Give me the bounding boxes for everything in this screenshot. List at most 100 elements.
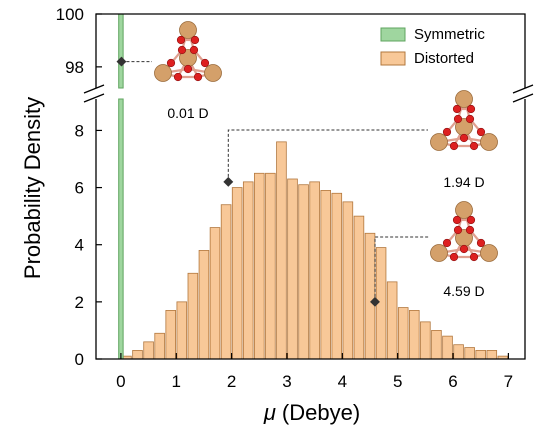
x-tick-label: 7 bbox=[504, 372, 513, 391]
y-tick-label: 2 bbox=[75, 293, 84, 312]
distorted-bar bbox=[220, 204, 232, 360]
distorted-bar bbox=[143, 341, 154, 360]
oxygen-atom bbox=[459, 244, 469, 254]
distorted-bar bbox=[475, 350, 486, 360]
dipole-label: 4.59 D bbox=[443, 283, 484, 299]
plot-frame bbox=[82, 13, 539, 360]
oxygen-atom bbox=[459, 133, 469, 143]
legend: Symmetric Distorted bbox=[380, 26, 485, 67]
oxygen-atom bbox=[476, 127, 486, 137]
axis-break-mark bbox=[512, 84, 534, 94]
distorted-bar bbox=[331, 192, 343, 360]
oxygen-atom bbox=[465, 114, 475, 124]
distorted-bar bbox=[464, 347, 475, 360]
x-tick-label: 6 bbox=[448, 372, 457, 391]
axis-break-mark bbox=[512, 93, 534, 103]
molecule-insets: 0.01 D 1.94 D 4.59 D bbox=[116, 21, 498, 307]
oxygen-atom bbox=[200, 58, 210, 68]
oxygen-atom bbox=[189, 45, 199, 55]
distorted-bar bbox=[442, 335, 453, 360]
legend-swatch-symmetric bbox=[380, 27, 406, 42]
distorted-bar bbox=[409, 310, 420, 360]
legend-label-distorted: Distorted bbox=[414, 50, 474, 67]
leader-line bbox=[374, 236, 430, 297]
x-axis-symbol: μ bbox=[263, 400, 276, 425]
y-tick-label: 100 bbox=[56, 5, 84, 24]
axis-break-mark bbox=[83, 93, 105, 103]
oxygen-atom bbox=[173, 72, 183, 82]
x-tick-label: 1 bbox=[172, 372, 181, 391]
oxygen-atom bbox=[193, 72, 203, 82]
distorted-bar bbox=[176, 301, 188, 360]
data-marker bbox=[370, 296, 380, 307]
oxygen-atom bbox=[453, 114, 463, 124]
metal-atom bbox=[455, 90, 473, 108]
y-tick-label: 4 bbox=[75, 236, 84, 255]
x-tick-label: 0 bbox=[116, 372, 125, 391]
leader-line bbox=[227, 129, 428, 177]
oxygen-atom bbox=[442, 238, 452, 248]
metal-atom bbox=[204, 64, 222, 82]
dipole-label: 1.94 D bbox=[443, 174, 484, 190]
distorted-bar bbox=[353, 215, 365, 360]
y-tick-label: 6 bbox=[75, 179, 84, 198]
x-tick-label: 5 bbox=[393, 372, 402, 391]
distorted-bar bbox=[132, 350, 143, 360]
oxygen-atom bbox=[190, 35, 200, 45]
distorted-bar bbox=[298, 184, 309, 360]
molecule-structure bbox=[154, 21, 222, 82]
oxygen-atom bbox=[466, 104, 476, 114]
legend-swatch-distorted bbox=[380, 51, 406, 66]
y-tick-label: 0 bbox=[75, 350, 84, 369]
distorted-bar bbox=[231, 187, 243, 360]
upper-frame bbox=[95, 13, 526, 88]
distorted-bar bbox=[165, 310, 177, 360]
metal-atom bbox=[455, 201, 473, 219]
y-tick-label: 8 bbox=[75, 121, 84, 140]
distorted-bar bbox=[397, 307, 409, 360]
distorted-bar bbox=[364, 232, 376, 360]
oxygen-atom bbox=[177, 45, 187, 55]
oxygen-atom bbox=[176, 35, 186, 45]
distorted-bar bbox=[342, 201, 354, 360]
metal-atom bbox=[480, 244, 498, 262]
oxygen-atom bbox=[183, 64, 193, 74]
axis-ticks: 0 1 2 3 4 5 6 7 0 2 4 6 8 98 100 bbox=[56, 5, 514, 391]
oxygen-atom bbox=[469, 141, 479, 151]
y-tick-label: 98 bbox=[65, 58, 84, 77]
x-axis-label: μ (Debye) bbox=[263, 400, 360, 425]
oxygen-atom bbox=[442, 127, 452, 137]
axis-break-gap-right bbox=[511, 89, 539, 98]
distorted-bar bbox=[309, 181, 320, 360]
oxygen-atom bbox=[465, 225, 475, 235]
distorted-bar bbox=[453, 344, 464, 360]
symmetric-bar-upper bbox=[118, 13, 124, 89]
metal-atom bbox=[154, 64, 172, 82]
y-axis-label: Probability Density bbox=[20, 97, 45, 279]
distorted-bar bbox=[254, 172, 265, 360]
metal-atom bbox=[430, 133, 448, 151]
distorted-bar bbox=[242, 181, 254, 360]
x-axis-unit: (Debye) bbox=[282, 400, 360, 425]
distorted-bar bbox=[198, 250, 210, 360]
oxygen-atom bbox=[466, 215, 476, 225]
molecule-structure bbox=[430, 90, 498, 151]
oxygen-atom bbox=[452, 215, 462, 225]
legend-label-symmetric: Symmetric bbox=[414, 26, 485, 43]
distorted-bar bbox=[209, 227, 221, 360]
distorted-bar bbox=[287, 178, 298, 360]
x-tick-label: 3 bbox=[282, 372, 291, 391]
data-marker bbox=[223, 176, 234, 187]
oxygen-atom bbox=[476, 238, 486, 248]
distorted-bar bbox=[386, 281, 398, 360]
oxygen-atom bbox=[449, 141, 459, 151]
distorted-bar bbox=[420, 321, 431, 360]
distorted-bar bbox=[187, 272, 199, 360]
oxygen-atom bbox=[166, 58, 176, 68]
symmetric-bar-lower bbox=[118, 98, 124, 360]
distorted-bar bbox=[154, 332, 165, 360]
distorted-bar bbox=[276, 141, 287, 360]
molecule-structure bbox=[430, 201, 498, 262]
dipole-label: 0.01 D bbox=[167, 105, 208, 121]
axis-break-gap-left bbox=[82, 89, 110, 98]
